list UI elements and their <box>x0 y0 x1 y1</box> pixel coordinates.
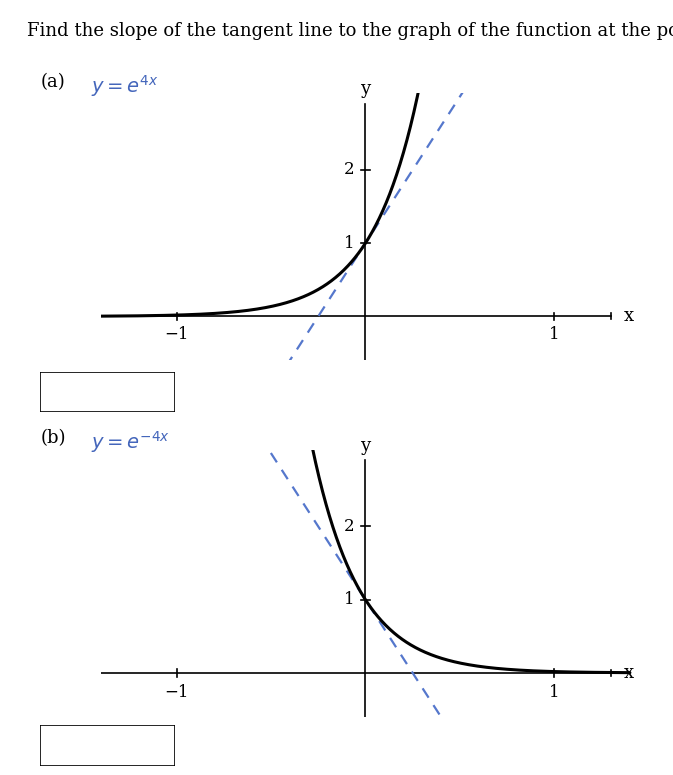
Text: (b): (b) <box>40 429 66 447</box>
Text: 1: 1 <box>549 684 560 701</box>
Text: Find the slope of the tangent line to the graph of the function at the point (0,: Find the slope of the tangent line to th… <box>27 22 673 40</box>
Text: −1: −1 <box>164 326 188 343</box>
Text: 1: 1 <box>549 326 560 343</box>
Text: $y = e^{4x}$: $y = e^{4x}$ <box>91 73 159 98</box>
Text: 1: 1 <box>343 591 354 608</box>
Text: x: x <box>625 664 635 682</box>
Text: 2: 2 <box>343 518 354 535</box>
Text: 1: 1 <box>343 235 354 252</box>
Text: 2: 2 <box>343 161 354 178</box>
Text: x: x <box>625 308 635 326</box>
Text: −1: −1 <box>164 684 188 701</box>
Text: $y = e^{-4x}$: $y = e^{-4x}$ <box>91 429 170 455</box>
Text: y: y <box>360 436 371 455</box>
Text: (a): (a) <box>40 73 65 91</box>
Text: y: y <box>360 80 371 98</box>
